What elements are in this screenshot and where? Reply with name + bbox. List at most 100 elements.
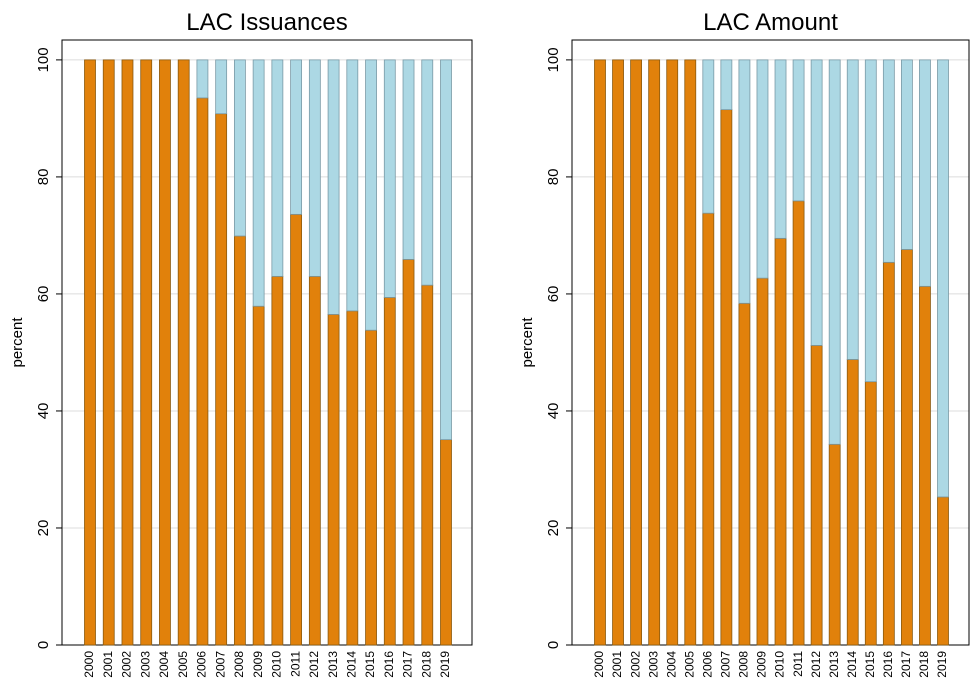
bar-segment [196, 97, 209, 646]
bar-segment [346, 59, 359, 312]
bar-segment [630, 59, 643, 646]
bar-segment [102, 59, 115, 646]
bar-segment [233, 235, 246, 646]
x-tick-label: 2012 [809, 651, 823, 678]
bar-segment [440, 439, 452, 646]
bar-segment [882, 59, 895, 263]
bar-segment [271, 59, 284, 277]
bar-segment [919, 59, 931, 287]
x-tick-label: 2000 [82, 651, 96, 678]
bar-segment [774, 237, 787, 646]
y-tick-label: 100 [545, 47, 562, 72]
x-tick-label: 2012 [307, 651, 321, 678]
x-tick-label: 2017 [401, 651, 415, 678]
bar-segment [864, 59, 877, 383]
bar-segment [792, 59, 805, 202]
bar-segment [828, 59, 841, 445]
plot-frame [61, 39, 473, 646]
x-tick-label: 2009 [251, 651, 265, 678]
bar-segment [738, 302, 751, 646]
chart-title: LAC Amount [703, 9, 838, 36]
x-tick-label: 2006 [700, 651, 714, 678]
x-tick-label: 2004 [664, 651, 678, 678]
y-axis-label: percent [9, 317, 26, 368]
x-tick-label: 2015 [363, 651, 377, 678]
bar-segment [738, 59, 751, 304]
x-tick-label: 2007 [213, 651, 227, 678]
y-tick-label: 60 [545, 286, 562, 303]
y-tick-label: 80 [545, 169, 562, 186]
bar-segment [121, 59, 134, 646]
bar-segment [421, 59, 434, 286]
bar-segment [900, 249, 913, 646]
bar-segment [792, 200, 805, 646]
x-tick-label: 2001 [101, 651, 115, 678]
x-tick-label: 2016 [881, 651, 895, 678]
bar-segment [684, 59, 697, 646]
bar-segment [159, 59, 171, 646]
bar-segment [612, 59, 624, 646]
x-tick-label: 2010 [270, 651, 284, 678]
x-tick-label: 2008 [232, 651, 246, 678]
x-tick-label: 2002 [120, 651, 134, 678]
bar-segment [666, 59, 679, 646]
y-tick-label: 20 [545, 520, 562, 537]
bar-segment [810, 345, 823, 646]
y-axis-label: percent [519, 317, 536, 368]
bar-segment [290, 59, 303, 215]
x-tick-label: 2018 [419, 651, 433, 678]
y-tick-label: 0 [35, 641, 52, 649]
bar-segment [327, 59, 340, 315]
bar-segment [937, 496, 949, 646]
x-tick-label: 2003 [646, 651, 660, 678]
bar-segment [365, 329, 377, 646]
x-tick-label: 2007 [719, 651, 733, 678]
bar-segment [383, 59, 396, 298]
bar-segment [290, 213, 303, 646]
bar-segment [864, 381, 877, 646]
y-tick-label: 40 [545, 403, 562, 420]
chart-title: LAC Issuances [186, 9, 347, 36]
bar-segment [365, 59, 377, 331]
x-tick-label: 2001 [610, 651, 624, 678]
bar-segment [177, 59, 190, 646]
x-tick-label: 2013 [827, 651, 841, 678]
bar-segment [594, 59, 606, 646]
bar-segment [421, 284, 434, 646]
x-tick-label: 2011 [791, 651, 805, 677]
y-tick-label: 0 [545, 641, 562, 649]
bar-segment [346, 310, 359, 646]
bar-segment [383, 297, 396, 646]
x-tick-label: 2006 [195, 651, 209, 678]
bar-segment [271, 275, 284, 646]
x-tick-label: 2013 [326, 651, 340, 678]
x-tick-label: 2019 [935, 651, 949, 678]
x-tick-label: 2015 [863, 651, 877, 678]
bar-segment [84, 59, 96, 646]
x-tick-label: 2004 [157, 651, 171, 678]
y-tick-label: 60 [35, 286, 52, 303]
x-tick-label: 2003 [138, 651, 152, 678]
bar-segment [308, 275, 321, 646]
bar-segment [702, 212, 715, 646]
bar-segment [327, 314, 340, 646]
bar-segment [402, 59, 415, 260]
x-tick-label: 2002 [628, 651, 642, 678]
x-tick-label: 2018 [917, 651, 931, 678]
bar-segment [810, 59, 823, 346]
x-tick-label: 2005 [176, 651, 190, 678]
bar-segment [215, 59, 228, 115]
bar-segment [774, 59, 787, 239]
x-tick-label: 2009 [755, 651, 769, 678]
x-tick-label: 2010 [773, 651, 787, 678]
y-tick-label: 40 [35, 403, 52, 420]
bar-segment [756, 59, 769, 279]
x-tick-label: 2008 [737, 651, 751, 678]
bar-segment [440, 59, 452, 441]
y-tick-label: 80 [35, 169, 52, 186]
x-tick-label: 2000 [592, 651, 606, 678]
bar-segment [233, 59, 246, 237]
x-tick-label: 2014 [344, 651, 358, 678]
bar-segment [140, 59, 153, 646]
x-tick-label: 2005 [682, 651, 696, 678]
